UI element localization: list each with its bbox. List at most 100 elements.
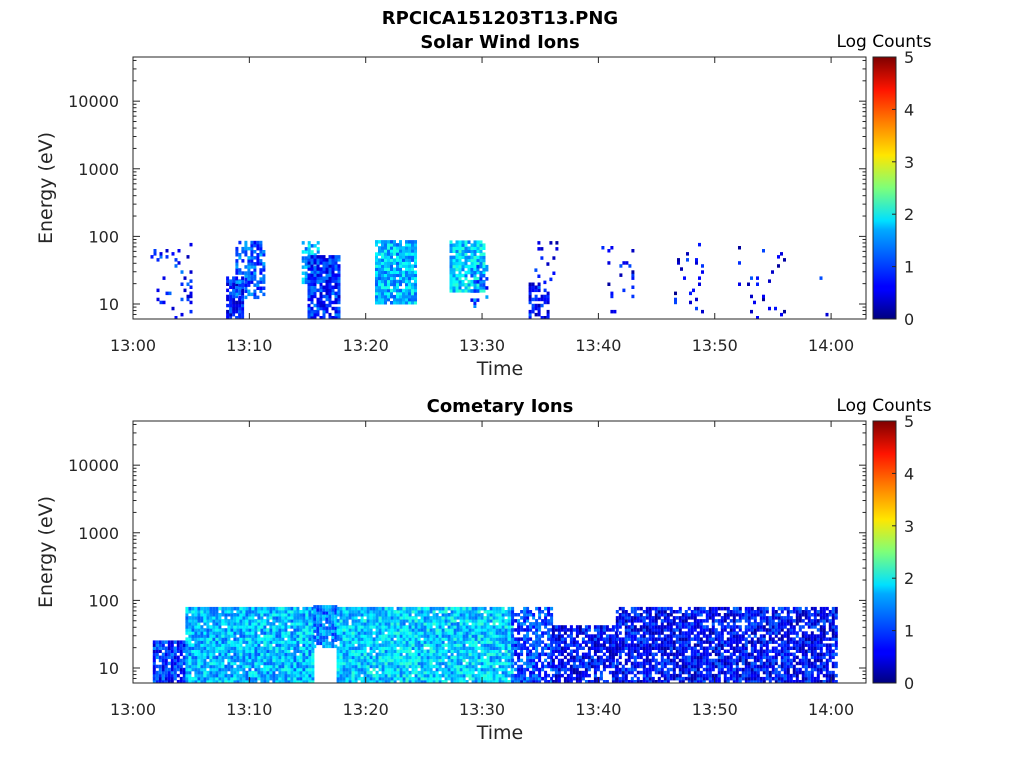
heatmap-cell [483,667,487,672]
heatmap-cell [666,643,670,647]
heatmap-cell [423,606,427,611]
heatmap-cell [684,613,688,617]
heatmap-cell [209,646,213,650]
heatmap-cell [233,628,237,632]
heatmap-cell [325,620,329,624]
heatmap-cell [269,676,273,681]
heatmap-cell [663,640,667,644]
heatmap-cell [529,652,533,657]
heatmap-cell [654,652,658,657]
heatmap-cell [182,649,186,653]
heatmap-cell [248,637,252,641]
heatmap-cell [304,250,308,254]
heatmap-cell [375,622,379,626]
heatmap-cell [657,606,661,611]
heatmap-cell [272,640,276,644]
heatmap-cell [235,271,239,275]
heatmap-cell [627,643,631,647]
heatmap-cell [399,255,402,259]
heatmap-cell [447,667,451,672]
heatmap-cell [501,676,505,681]
heatmap-cell [227,631,231,635]
heatmap-cell [462,631,466,635]
heatmap-cell [447,628,451,632]
heatmap-cell [387,652,391,657]
heatmap-cell [554,649,558,653]
heatmap-cell [293,637,297,641]
heatmap-cell [331,635,335,639]
heatmap-cell [482,286,486,290]
heatmap-cell [275,606,279,611]
heatmap-cell [221,649,225,653]
heatmap-cell [293,619,297,623]
heatmap-cell [630,670,634,675]
heatmap-cell [423,613,427,617]
heatmap-cell [476,249,480,253]
heatmap-cell [384,258,387,262]
heatmap-cell [390,261,393,265]
heatmap-cell [328,629,332,633]
heatmap-cell [526,658,530,663]
heatmap-cell [618,680,622,684]
heatmap-cell [360,619,364,623]
heatmap-cell [313,255,317,259]
heatmap-cell [681,652,685,657]
heatmap-cell [462,664,466,669]
heatmap-cell [473,264,477,269]
heatmap-cell [429,652,433,657]
heatmap-cell [302,616,306,620]
heatmap-cell [575,676,579,681]
heatmap-cell [695,261,698,265]
heatmap-cell [236,613,240,617]
heatmap-cell [602,631,606,635]
heatmap-cell [507,622,511,626]
heatmap-cell [411,655,415,660]
heatmap-cell [666,622,670,626]
heatmap-cell [514,673,518,678]
heatmap-cell [672,652,676,657]
heatmap-cell [235,253,239,257]
heatmap-cell [363,676,367,681]
heatmap-cell [381,282,384,287]
heatmap-cell [328,644,332,649]
heatmap-cell [313,635,317,639]
heatmap-cell [182,658,186,663]
heatmap-cell [161,646,165,650]
heatmap-cell [260,655,264,660]
heatmap-cell [235,292,239,297]
heatmap-cell [402,649,406,653]
heatmap-cell [233,619,237,623]
heatmap-cell [372,646,376,650]
heatmap-cell [194,643,198,647]
heatmap-cell [684,676,688,681]
heatmap-cell [334,279,338,283]
heatmap-cell [360,606,364,611]
heatmap-cell [698,282,701,286]
heatmap-cell [402,294,405,299]
heatmap-cell [660,625,664,629]
heatmap-cell [684,619,688,623]
heatmap-cell [351,616,355,620]
heatmap-cell [339,646,343,650]
heatmap-cell [325,608,329,612]
heatmap-cell [296,670,300,675]
heatmap-cell [593,680,597,684]
heatmap-cell [328,316,332,320]
heatmap-cell [560,652,564,657]
heatmap-cell [322,617,326,621]
heatmap-cell [529,661,533,666]
colorbar-title: Log Counts [836,32,931,52]
heatmap-cell [523,637,527,641]
heatmap-cell [384,634,388,638]
heatmap-cell [212,655,216,660]
heatmap-cell [473,240,477,244]
heatmap-cell [337,273,341,277]
heatmap-cell [452,286,456,290]
heatmap-cell [191,646,195,650]
heatmap-cell [399,643,403,647]
heatmap-cell [408,616,412,620]
heatmap-cell [554,640,558,644]
heatmap-cell [293,680,297,684]
heatmap-cell [687,680,691,684]
heatmap-cell [621,616,625,620]
